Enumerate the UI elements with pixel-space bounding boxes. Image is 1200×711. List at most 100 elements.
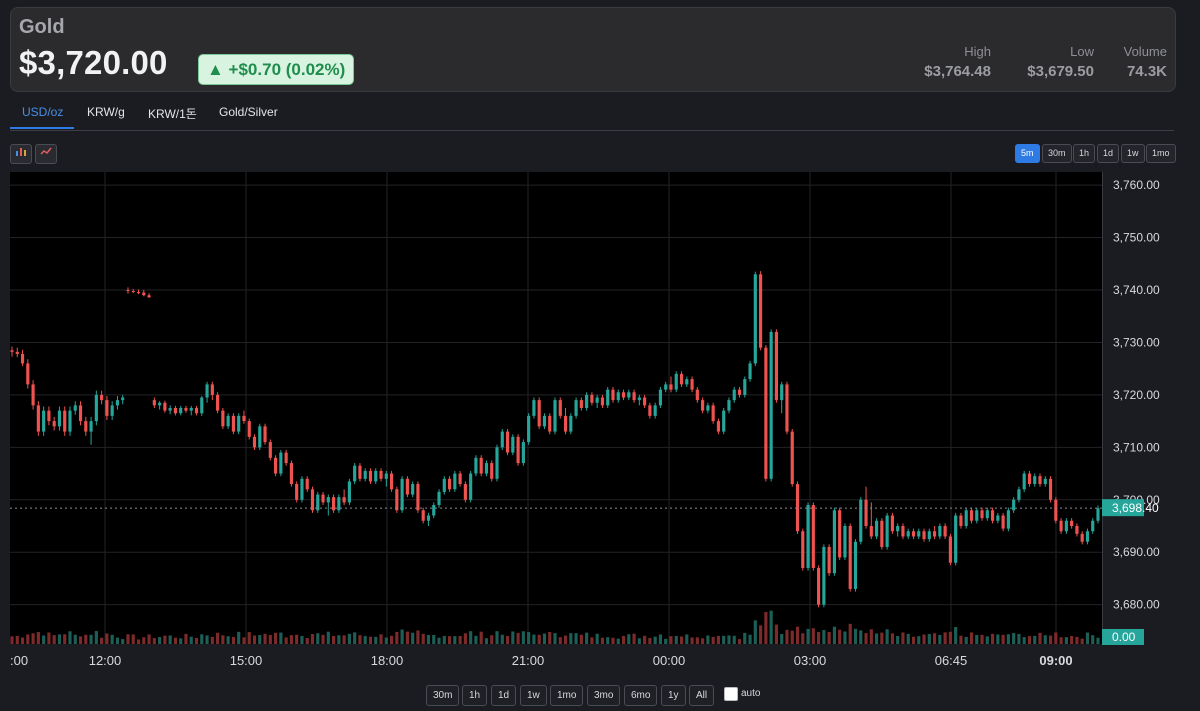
volume-bar	[901, 632, 905, 644]
volume-bar	[163, 635, 167, 644]
line-chart-icon[interactable]	[35, 144, 57, 164]
range-1w-button[interactable]: 1w	[520, 685, 547, 706]
last-price-label: 3,698.40	[1112, 501, 1159, 515]
range-1y-button[interactable]: 1y	[661, 685, 686, 706]
range-all-button[interactable]: All	[689, 685, 715, 706]
range-6mo-button[interactable]: 6mo	[624, 685, 658, 706]
volume-bar	[463, 633, 467, 644]
tab-krw-don[interactable]: KRW/1돈	[148, 107, 197, 121]
candle-body	[274, 457, 278, 474]
candle-body	[616, 392, 620, 401]
candle-body	[527, 415, 531, 443]
volume-bar	[658, 634, 663, 644]
volume-bar	[1017, 633, 1021, 644]
candle-body	[737, 389, 742, 395]
stat-low-value: $3,679.50	[1027, 63, 1094, 80]
candle-body	[811, 505, 815, 568]
candle-body	[52, 421, 56, 427]
tab-krw-g[interactable]: KRW/g	[87, 105, 125, 119]
volume-bar	[595, 633, 599, 644]
volume-bar	[242, 637, 246, 644]
candlestick-chart-svg[interactable]: 3,760.00 3,750.00 3,740.00 3,730.00 3,720.00…	[0, 172, 1200, 676]
volume-bar	[505, 635, 510, 644]
volume-bar	[980, 634, 984, 644]
candle-body	[985, 510, 989, 519]
volume-bar	[990, 633, 995, 644]
volume-bar	[563, 635, 568, 644]
volume-bar	[996, 634, 1000, 644]
volume-bar	[722, 635, 726, 644]
volume-bar	[1006, 634, 1010, 644]
range-1d-button[interactable]: 1d	[491, 685, 517, 706]
volume-bar	[1085, 632, 1090, 644]
candle-body	[990, 510, 995, 521]
range-1mo-button[interactable]: 1mo	[550, 685, 584, 706]
candle-body	[363, 470, 367, 479]
volume-bar	[532, 634, 536, 644]
candle-body	[242, 415, 246, 422]
candle-body	[57, 410, 62, 427]
tab-usd-oz[interactable]: USD/oz	[22, 105, 64, 119]
candle-body	[126, 290, 130, 292]
interval-1d-button[interactable]: 1d	[1097, 144, 1120, 163]
volume-bar	[795, 626, 800, 644]
volume-bar	[131, 634, 135, 644]
candle-body	[368, 470, 373, 482]
bar-chart-icon[interactable]	[10, 144, 32, 164]
candle-body	[1048, 478, 1053, 500]
volume-bar	[743, 632, 747, 644]
candle-body	[954, 515, 958, 563]
volume-bar	[1022, 637, 1026, 644]
candle-body	[247, 421, 251, 437]
interval-5m-button[interactable]: 5m	[1015, 144, 1040, 163]
candle-body	[701, 400, 705, 411]
candle-body	[664, 384, 668, 390]
volume-bar	[105, 633, 109, 644]
candle-body	[490, 463, 494, 479]
candle-body	[168, 408, 172, 411]
volume-bar	[1027, 636, 1032, 644]
candle-body	[901, 526, 905, 537]
range-30m-button[interactable]: 30m	[426, 685, 460, 706]
volume-bar	[374, 636, 378, 644]
volume-bar	[527, 632, 531, 644]
range-1h-button[interactable]: 1h	[462, 685, 488, 706]
range-3mo-button[interactable]: 3mo	[587, 685, 621, 706]
candle-body	[1085, 531, 1090, 542]
auto-checkbox[interactable]	[724, 687, 738, 701]
candle-body	[505, 431, 510, 453]
candle-body	[790, 431, 794, 485]
candle-body	[822, 546, 826, 605]
price-chart[interactable]: 3,760.00 3,750.00 3,740.00 3,730.00 3,720.00…	[0, 172, 1200, 676]
candle-body	[469, 473, 473, 500]
volume-bar	[648, 637, 652, 644]
tab-gold-silver[interactable]: Gold/Silver	[219, 105, 278, 119]
candle-body	[84, 421, 88, 432]
volume-bar	[1054, 632, 1058, 644]
candle-body	[917, 531, 921, 537]
stat-high: High $3,764.48	[924, 44, 991, 80]
volume-bar	[421, 633, 425, 644]
volume-bar	[664, 638, 668, 644]
volume-bar	[759, 625, 763, 644]
volume-bar	[679, 636, 684, 644]
bar-chart-glyph	[16, 148, 26, 156]
candle-body	[795, 484, 800, 532]
stat-low: Low $3,679.50	[1027, 44, 1094, 80]
candle-body	[147, 295, 151, 298]
interval-1w-button[interactable]: 1w	[1121, 144, 1145, 163]
x-tick-label: 12:00	[89, 653, 122, 668]
interval-1mo-button[interactable]: 1mo	[1146, 144, 1176, 163]
volume-bar	[168, 635, 172, 644]
volume-bar	[73, 634, 77, 644]
interval-1h-button[interactable]: 1h	[1073, 144, 1096, 163]
volume-bar	[590, 637, 594, 644]
volume-bar	[442, 635, 446, 644]
candle-body	[695, 389, 699, 401]
interval-30m-button[interactable]: 30m	[1042, 144, 1072, 163]
volume-bar	[189, 636, 193, 644]
candle-body	[332, 497, 336, 511]
candle-body	[600, 397, 605, 406]
volume-label: 0.00	[1112, 630, 1136, 644]
volume-bar	[790, 630, 794, 644]
